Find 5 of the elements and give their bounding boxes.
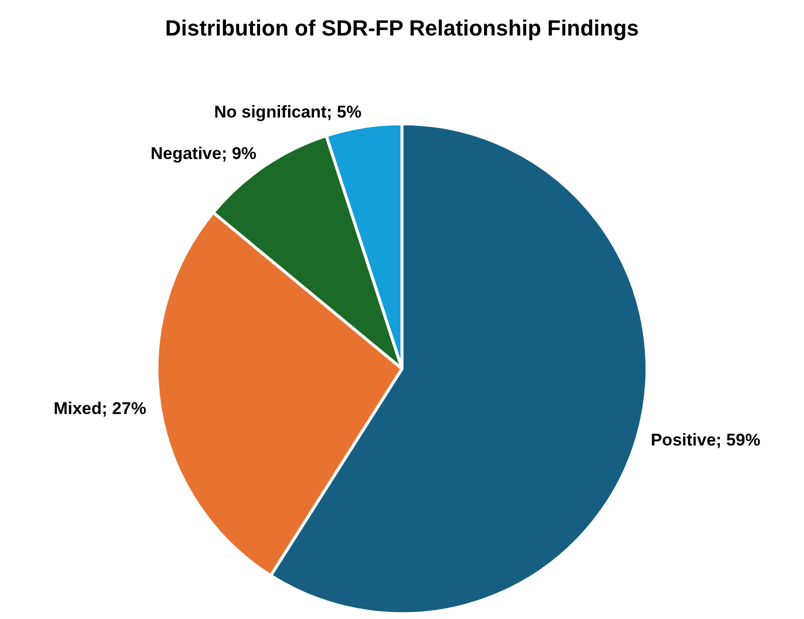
slice-label: Negative; 9%: [150, 144, 256, 164]
slice-label: Mixed; 27%: [54, 398, 146, 418]
chart-title: Distribution of SDR-FP Relationship Findings: [165, 15, 639, 40]
slice-label: Positive; 59%: [650, 430, 760, 450]
slice-label: No significant; 5%: [214, 102, 362, 122]
